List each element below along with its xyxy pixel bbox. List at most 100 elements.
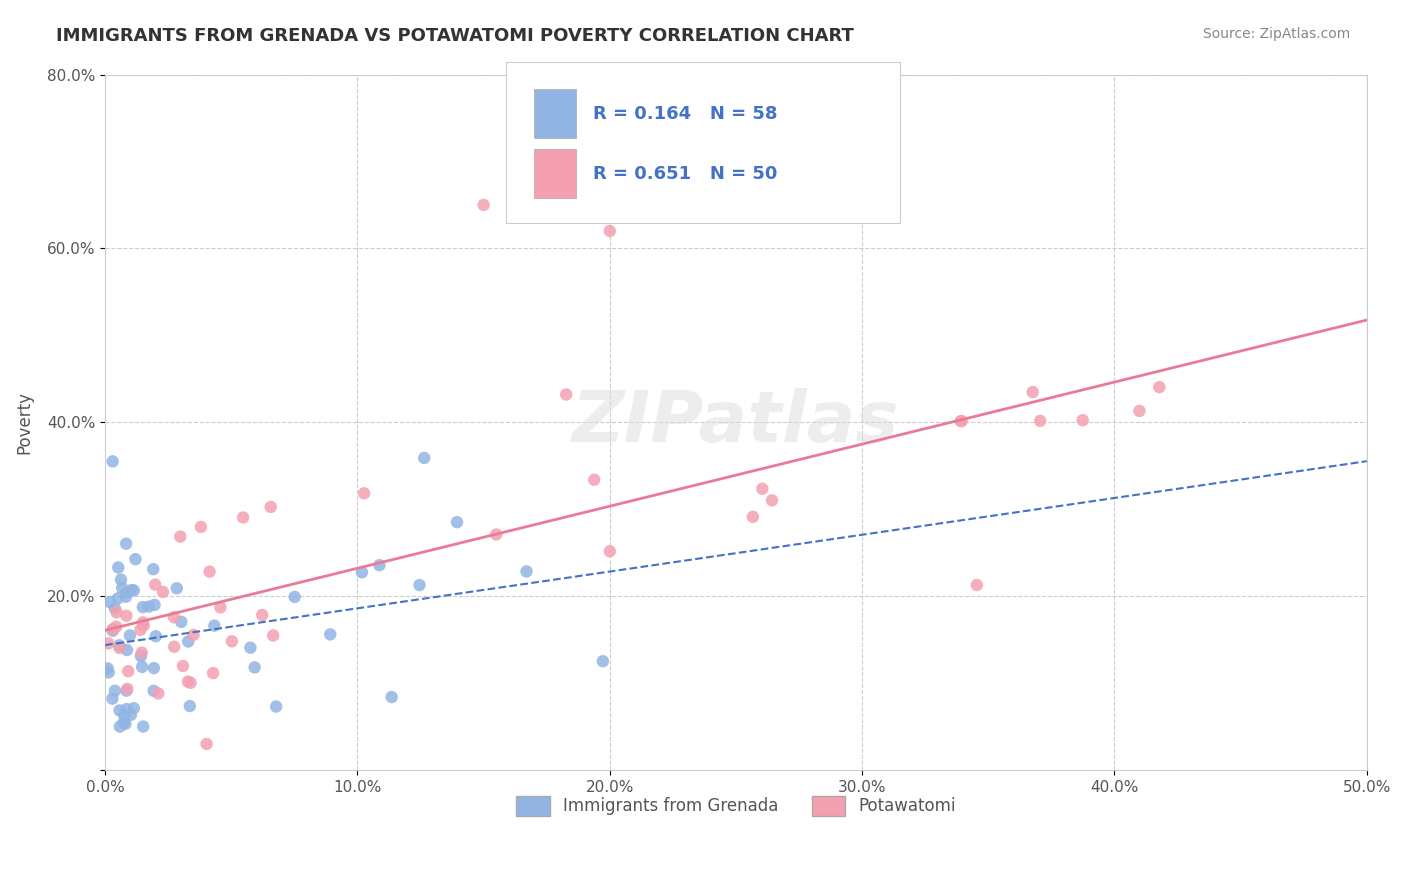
Point bbox=[132, 618, 155, 632]
Point bbox=[751, 482, 773, 496]
Point bbox=[741, 509, 763, 524]
Point bbox=[319, 627, 342, 641]
Point bbox=[145, 629, 167, 643]
Point bbox=[122, 583, 145, 598]
Point bbox=[143, 598, 166, 612]
Point bbox=[1149, 380, 1171, 394]
Point bbox=[761, 493, 783, 508]
Point bbox=[115, 683, 138, 698]
Point bbox=[232, 510, 254, 524]
Point bbox=[950, 414, 973, 428]
Point bbox=[115, 585, 138, 599]
Point bbox=[198, 565, 221, 579]
Point bbox=[472, 198, 495, 212]
Point bbox=[1029, 414, 1052, 428]
Point bbox=[142, 683, 165, 698]
Point bbox=[408, 578, 430, 592]
Point bbox=[179, 699, 201, 714]
Point bbox=[260, 500, 283, 514]
Point bbox=[111, 581, 134, 595]
Point bbox=[132, 600, 155, 615]
Point bbox=[107, 591, 129, 606]
Point bbox=[599, 224, 621, 238]
Point bbox=[163, 610, 186, 624]
Point bbox=[104, 683, 127, 698]
Point bbox=[152, 585, 174, 599]
Point bbox=[170, 615, 193, 629]
Point bbox=[101, 622, 124, 636]
Point bbox=[122, 701, 145, 715]
Point bbox=[190, 520, 212, 534]
Point bbox=[169, 530, 191, 544]
Point bbox=[124, 552, 146, 566]
Point bbox=[101, 454, 124, 468]
Point bbox=[132, 719, 155, 733]
Point bbox=[108, 703, 131, 717]
Point bbox=[107, 560, 129, 574]
Point bbox=[115, 643, 138, 657]
Point bbox=[515, 565, 537, 579]
Point bbox=[239, 640, 262, 655]
Point bbox=[98, 595, 121, 609]
Point bbox=[264, 699, 287, 714]
Point bbox=[368, 558, 391, 573]
Point bbox=[350, 566, 373, 580]
Point bbox=[180, 676, 202, 690]
Point bbox=[284, 590, 307, 604]
Text: IMMIGRANTS FROM GRENADA VS POTAWATOMI POVERTY CORRELATION CHART: IMMIGRANTS FROM GRENADA VS POTAWATOMI PO… bbox=[56, 27, 853, 45]
Y-axis label: Poverty: Poverty bbox=[15, 391, 32, 454]
Point bbox=[110, 573, 132, 587]
Point bbox=[966, 578, 988, 592]
Point bbox=[599, 544, 621, 558]
Point bbox=[97, 665, 120, 680]
Point bbox=[115, 702, 138, 716]
Point bbox=[381, 690, 404, 704]
Point bbox=[112, 708, 135, 723]
Point bbox=[108, 719, 131, 733]
Point bbox=[115, 608, 138, 623]
Point bbox=[117, 664, 139, 678]
Point bbox=[101, 691, 124, 706]
Point bbox=[97, 661, 120, 675]
Point bbox=[1022, 385, 1045, 400]
Point bbox=[446, 515, 468, 529]
Point bbox=[163, 640, 186, 654]
Point bbox=[131, 646, 153, 660]
Point bbox=[166, 582, 188, 596]
Legend: Immigrants from Grenada, Potawatomi: Immigrants from Grenada, Potawatomi bbox=[508, 788, 965, 824]
Point bbox=[117, 681, 139, 696]
Point bbox=[202, 666, 225, 681]
Point bbox=[413, 450, 436, 465]
Point bbox=[1071, 413, 1094, 427]
Point bbox=[177, 674, 200, 689]
Text: ZIPatlas: ZIPatlas bbox=[572, 388, 900, 457]
Point bbox=[592, 654, 614, 668]
Point bbox=[104, 601, 127, 615]
Point bbox=[243, 660, 266, 674]
Point bbox=[108, 640, 131, 655]
Point bbox=[131, 660, 153, 674]
Point bbox=[221, 634, 243, 648]
Point bbox=[115, 590, 138, 604]
Point bbox=[949, 414, 972, 428]
Point bbox=[138, 599, 160, 614]
Point bbox=[114, 716, 136, 731]
Point bbox=[250, 607, 273, 622]
Point bbox=[115, 537, 138, 551]
Point bbox=[195, 737, 218, 751]
Point bbox=[105, 605, 128, 619]
Point bbox=[177, 634, 200, 648]
Point bbox=[143, 577, 166, 591]
Point bbox=[148, 686, 170, 700]
Text: Source: ZipAtlas.com: Source: ZipAtlas.com bbox=[1202, 27, 1350, 41]
Point bbox=[172, 659, 194, 673]
Point bbox=[485, 527, 508, 541]
Point bbox=[112, 715, 135, 730]
Point bbox=[183, 628, 205, 642]
Point bbox=[209, 600, 232, 615]
Point bbox=[120, 707, 142, 722]
Point bbox=[353, 486, 375, 500]
Point bbox=[129, 649, 152, 664]
Point bbox=[555, 387, 578, 401]
Point bbox=[129, 623, 152, 637]
